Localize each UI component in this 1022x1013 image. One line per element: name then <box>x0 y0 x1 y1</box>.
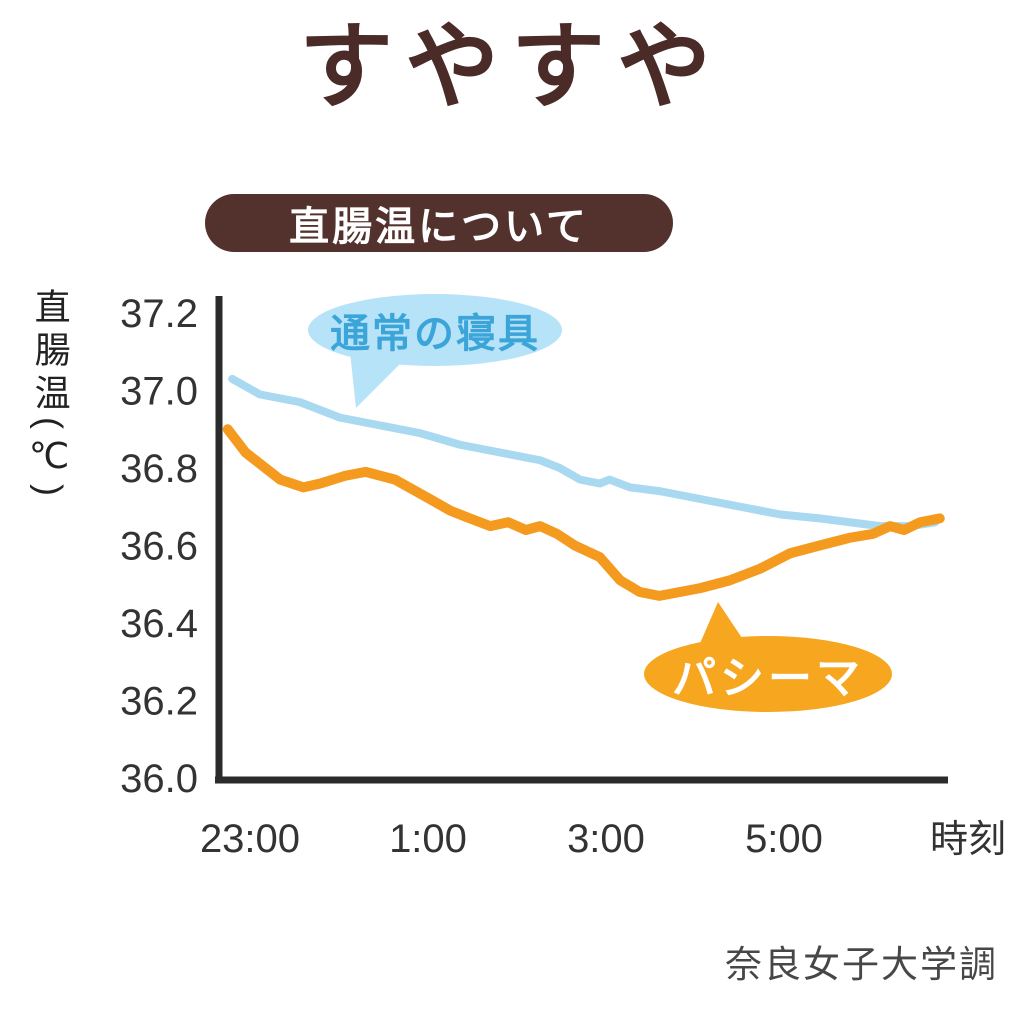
series-bubble-normal-bedding-label: 通常の寝具 <box>330 312 540 356</box>
y-tick-label: 36.2 <box>120 680 198 724</box>
y-tick-label: 36.8 <box>120 447 198 491</box>
y-tick-label: 37.2 <box>120 292 198 336</box>
y-tick-label: 37.0 <box>120 370 198 414</box>
y-tick-label: 36.4 <box>120 602 198 646</box>
y-tick-label: 36.6 <box>120 525 198 569</box>
series-bubble-normal-bedding: 通常の寝具 <box>308 294 562 366</box>
x-tick-label: 23:00 <box>200 817 300 861</box>
x-axis-label: 時刻 <box>930 819 1006 861</box>
source-credit: 奈良女子大学調 <box>725 944 998 985</box>
y-tick-label: 36.0 <box>120 757 198 801</box>
x-tick-label: 1:00 <box>389 817 467 861</box>
series-line-1 <box>222 424 945 601</box>
chart-title-label: 直腸温について <box>289 205 589 249</box>
page-title: すやすや <box>298 14 723 119</box>
series-line-0 <box>228 374 940 531</box>
y-axis-label: 直腸温(℃) <box>29 288 71 503</box>
x-tick-label: 5:00 <box>745 817 823 861</box>
x-tick-label: 3:00 <box>567 817 645 861</box>
series-bubble-pasima-label: パシーマ <box>672 654 864 703</box>
bubble-tail <box>350 352 402 408</box>
chart-title-badge: 直腸温について <box>205 194 673 252</box>
series-bubble-pasima: パシーマ <box>644 636 892 712</box>
